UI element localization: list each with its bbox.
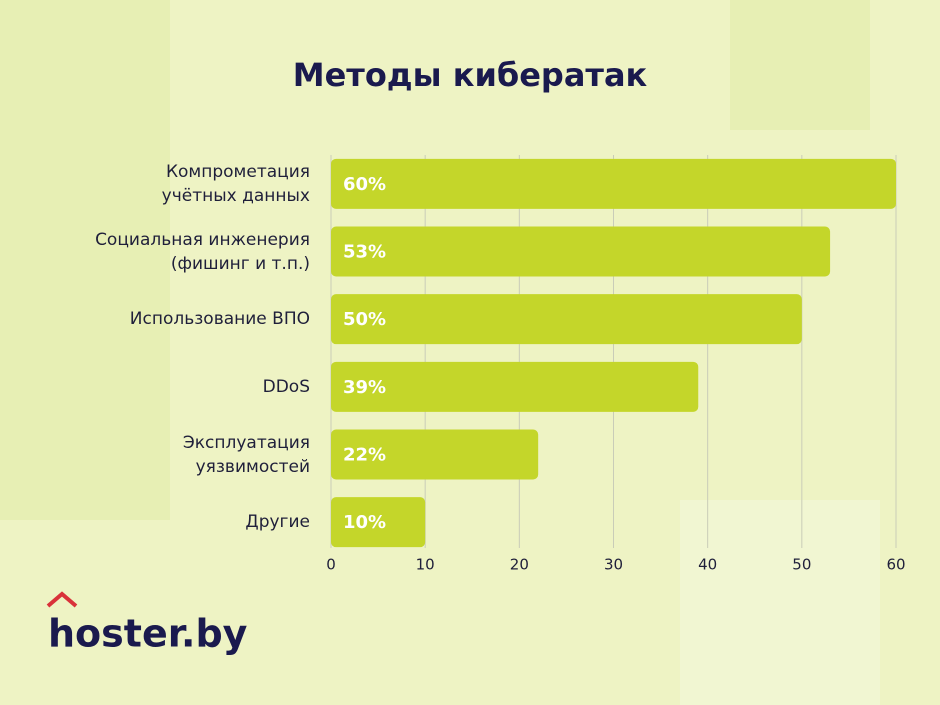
data-label: 53% (343, 242, 386, 263)
logo-icon (46, 591, 78, 608)
y-tick-label: Компрометация учётных данных (161, 161, 310, 206)
bar (331, 294, 802, 345)
bar (331, 429, 539, 480)
data-label: 60% (343, 174, 386, 195)
y-tick-label: Другие (245, 512, 310, 533)
x-tick-label: 50 (792, 556, 811, 574)
x-tick-label: 20 (510, 556, 529, 574)
y-tick-label: Социальная инженерия (фишинг и т.п.) (95, 229, 310, 274)
x-tick-label: 30 (604, 556, 623, 574)
data-label: 39% (343, 377, 386, 398)
bar (331, 158, 896, 209)
bar (331, 226, 831, 277)
bar (331, 361, 699, 412)
bar (331, 497, 426, 548)
bg-shape (0, 0, 170, 520)
logo: hoster.by (48, 612, 248, 656)
chart-title: Методы кибератак (293, 56, 648, 94)
data-label: 22% (343, 445, 386, 466)
x-tick-label: 10 (416, 556, 435, 574)
x-tick-label: 60 (886, 556, 905, 574)
data-label: 50% (343, 309, 386, 330)
data-label: 10% (343, 512, 386, 533)
x-tick-label: 0 (326, 556, 336, 574)
x-tick-label: 40 (698, 556, 717, 574)
bg-shape (730, 0, 870, 130)
y-tick-label: DDoS (262, 376, 310, 397)
y-tick-label: Эксплуатация уязвимостей (182, 432, 310, 477)
bg-shape (680, 500, 880, 705)
y-tick-label: Использование ВПО (129, 309, 310, 330)
